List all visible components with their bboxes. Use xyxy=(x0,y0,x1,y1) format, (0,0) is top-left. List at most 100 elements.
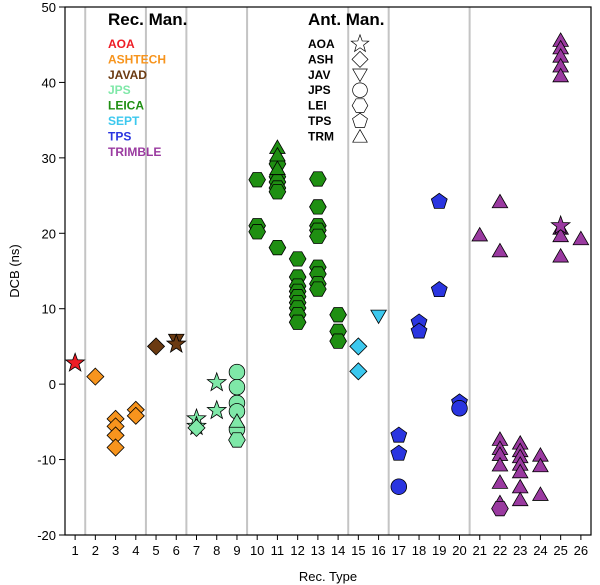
y-tick-label: 10 xyxy=(42,302,56,317)
data-point-triangle xyxy=(531,457,549,473)
data-point-triangle xyxy=(491,193,509,209)
x-tick-label: 6 xyxy=(173,543,180,558)
data-point-triangle xyxy=(228,413,246,428)
group-separators xyxy=(84,7,471,535)
axis-ticks: 1 2 3 4 5 6 7 8 9 10 11 12 13 14 15 16 17 18 19 20 21 22 23 24 2… xyxy=(37,0,588,558)
receiver-legend-entry: JAVAD xyxy=(108,68,147,82)
data-point-triangle xyxy=(552,67,570,83)
x-tick-label: 21 xyxy=(472,543,486,558)
x-axis-label: Rec. Type xyxy=(299,569,357,584)
data-point-hexagon xyxy=(288,251,307,267)
x-tick-label: 12 xyxy=(290,543,304,558)
data-point-triangle xyxy=(268,160,286,175)
data-point-triangle xyxy=(511,463,529,479)
data-point-star xyxy=(550,214,572,235)
y-tick-label: -10 xyxy=(37,453,56,468)
x-tick-label: 16 xyxy=(371,543,385,558)
data-point-inverted-triangle xyxy=(370,309,388,325)
data-point-hexagon xyxy=(228,432,246,448)
x-tick-label: 9 xyxy=(233,543,240,558)
antenna-legend-entry: AOA xyxy=(308,37,335,51)
data-point-triangle xyxy=(511,491,529,507)
receiver-legend-title: Rec. Man. xyxy=(108,10,187,29)
x-tick-label: 10 xyxy=(250,543,264,558)
data-point-pentagon xyxy=(430,281,448,298)
data-point-triangle xyxy=(531,486,549,501)
antenna-legend-symbol-hexagon xyxy=(351,98,369,113)
data-point-diamond xyxy=(126,406,145,425)
data-point-triangle xyxy=(511,478,529,494)
antenna-legend-entry: ASH xyxy=(308,52,333,66)
data-point-hexagon xyxy=(491,500,509,517)
antenna-legend-entry: JAV xyxy=(308,68,330,82)
x-tick-label: 5 xyxy=(152,543,159,558)
x-tick-label: 22 xyxy=(493,543,507,558)
receiver-legend-entry: TRIMBLE xyxy=(108,145,161,159)
x-tick-label: 1 xyxy=(71,543,78,558)
antenna-legend-symbol-pentagon xyxy=(352,112,368,128)
data-point-hexagon xyxy=(268,239,287,256)
x-tick-label: 23 xyxy=(513,543,527,558)
antenna-legend-title: Ant. Man. xyxy=(308,10,385,29)
data-point-triangle xyxy=(572,230,590,246)
plot-frame xyxy=(64,6,592,536)
data-point-triangle xyxy=(491,242,509,258)
data-point-circle xyxy=(228,378,246,396)
data-point-star xyxy=(165,333,187,354)
data-point-circle xyxy=(451,400,468,417)
x-tick-label: 11 xyxy=(271,543,285,558)
x-tick-label: 13 xyxy=(311,543,325,558)
antenna-legend-symbol-diamond xyxy=(351,50,369,68)
x-tick-label: 7 xyxy=(193,543,200,558)
y-tick-label: 40 xyxy=(42,75,56,90)
data-point-hexagon xyxy=(309,171,327,187)
x-tick-label: 8 xyxy=(213,543,220,558)
data-point-circle xyxy=(390,478,408,495)
data-point-pentagon xyxy=(430,192,448,209)
antenna-legend-symbol-circle xyxy=(352,82,368,98)
data-point-pentagon xyxy=(390,426,408,443)
x-tick-label: 18 xyxy=(412,543,426,558)
receiver-legend-entry: SEPT xyxy=(108,114,140,128)
antenna-legend-entry: TRM xyxy=(308,129,334,143)
x-tick-label: 17 xyxy=(392,543,406,558)
x-tick-label: 26 xyxy=(574,543,588,558)
x-tick-label: 14 xyxy=(331,543,345,558)
data-point-diamond xyxy=(187,418,206,437)
data-point-hexagon xyxy=(248,172,266,188)
data-point-diamond xyxy=(349,362,368,381)
data-point-star xyxy=(64,352,86,372)
antenna-legend-symbol-star xyxy=(350,33,370,53)
data-point-hexagon xyxy=(309,228,327,244)
x-tick-label: 4 xyxy=(132,543,139,558)
antenna-legend-entry: JPS xyxy=(308,83,331,97)
antenna-legend-symbol-inverted-triangle xyxy=(352,68,368,83)
x-tick-label: 24 xyxy=(533,543,547,558)
data-point-triangle xyxy=(491,474,509,489)
receiver-legend-entry: AOA xyxy=(108,37,135,51)
antenna-legend-symbol-triangle xyxy=(352,128,368,143)
y-tick-label: 30 xyxy=(42,151,56,166)
data-point-pentagon xyxy=(390,444,408,461)
antenna-legend-entry: TPS xyxy=(308,114,331,128)
data-point-hexagon xyxy=(288,314,307,330)
data-point-pentagon xyxy=(410,322,428,339)
data-point-hexagon xyxy=(329,307,347,323)
y-axis-label: DCB (ns) xyxy=(7,244,22,297)
data-point-triangle xyxy=(471,226,489,242)
x-tick-label: 15 xyxy=(351,543,365,558)
data-point-hexagon xyxy=(329,333,347,349)
x-tick-label: 2 xyxy=(92,543,99,558)
y-tick-label: 20 xyxy=(42,226,56,241)
antenna-legend-entry: LEI xyxy=(308,99,327,113)
receiver-legend-entry: JPS xyxy=(108,83,131,97)
data-point-hexagon xyxy=(248,224,266,240)
y-tick-label: 0 xyxy=(49,377,56,392)
data-point-circle xyxy=(228,363,246,381)
y-tick-label: 50 xyxy=(42,0,56,15)
x-tick-label: 20 xyxy=(452,543,466,558)
receiver-legend-entry: LEICA xyxy=(108,99,144,113)
x-tick-label: 25 xyxy=(553,543,567,558)
